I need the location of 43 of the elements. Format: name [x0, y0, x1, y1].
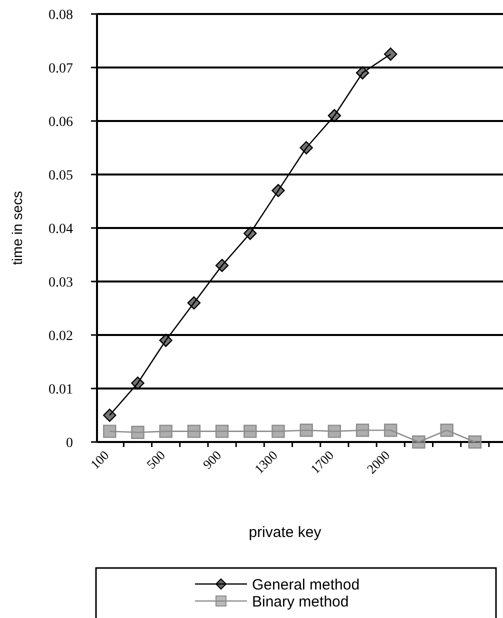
point	[187, 424, 201, 438]
point	[187, 296, 201, 310]
point	[384, 48, 398, 61]
point	[215, 258, 229, 272]
y-tick-label: 0.04	[48, 222, 73, 237]
point	[384, 424, 398, 437]
y-tick-label: 0.02	[48, 328, 73, 344]
point	[356, 424, 370, 437]
point	[412, 435, 426, 449]
point	[272, 184, 285, 198]
x-axis-title: private key	[248, 524, 322, 541]
legend-label: Binary method	[252, 593, 349, 610]
legend-label: General method	[252, 576, 360, 594]
x-tick-label: 100	[87, 448, 112, 472]
x-tick-label: 1300	[251, 448, 280, 477]
y-axis-title: time in secs	[9, 191, 25, 265]
point	[356, 66, 370, 80]
point	[131, 426, 144, 439]
point	[244, 226, 257, 240]
point	[215, 424, 229, 438]
point	[159, 334, 172, 347]
point	[103, 408, 116, 422]
point	[131, 376, 144, 390]
y-tick-label: 0.07	[48, 61, 73, 76]
y-tick-label: 0.08	[48, 8, 73, 23]
y-tick-label: 0.03	[48, 275, 73, 290]
point	[244, 424, 257, 438]
y-tick-label: 0.05	[48, 168, 73, 184]
point	[300, 141, 313, 154]
point	[440, 424, 454, 437]
x-tick-label: 1700	[308, 448, 337, 477]
y-tick-label: 0.06	[48, 114, 73, 130]
y-tick-label: 0.01	[48, 382, 73, 398]
point	[300, 424, 313, 437]
y-tick-label: 0	[66, 436, 73, 451]
point	[159, 424, 172, 438]
x-tick-label: 900	[200, 448, 224, 472]
point	[468, 435, 482, 449]
point	[328, 109, 342, 122]
x-tick-label: 500	[144, 448, 168, 472]
point	[272, 424, 285, 438]
point	[103, 424, 116, 438]
point	[328, 424, 342, 438]
